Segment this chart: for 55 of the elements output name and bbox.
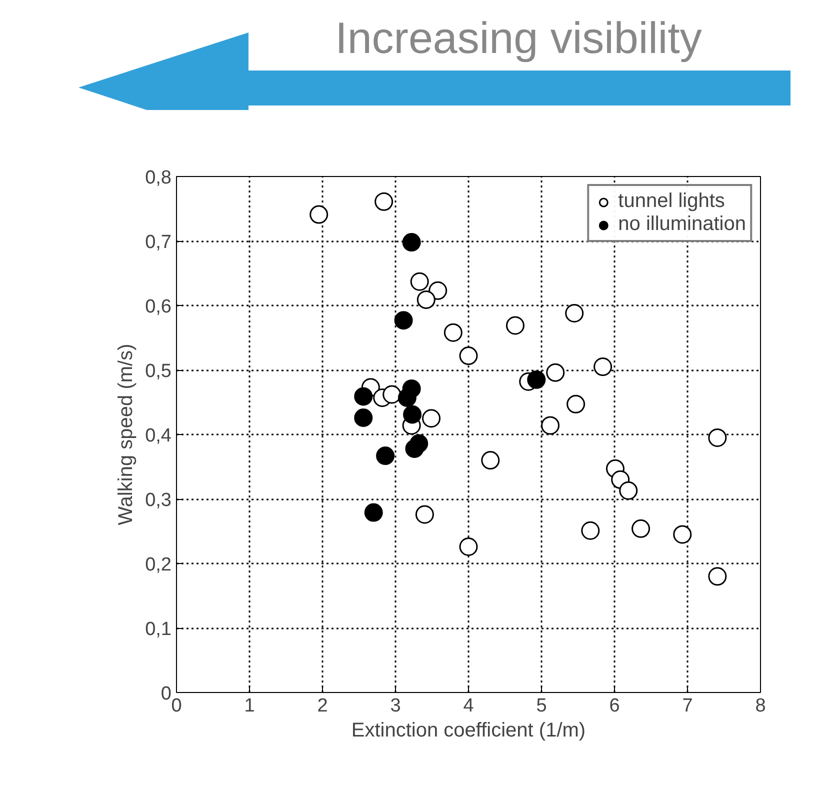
point [527, 370, 546, 389]
point [481, 451, 500, 470]
x-tick-label: 5 [536, 696, 547, 716]
y-tick-label: 0,2 [145, 554, 172, 576]
x-tick-label: 7 [682, 696, 693, 716]
point [565, 304, 584, 322]
point [354, 408, 373, 427]
point [566, 394, 586, 414]
point [444, 323, 462, 342]
point [354, 387, 373, 406]
point [376, 446, 395, 466]
y-tick-label: 0,5 [145, 361, 172, 382]
legend-label: no illumination [618, 213, 746, 236]
y-tick-label: 0,6 [145, 296, 172, 318]
point [402, 233, 421, 252]
point [428, 281, 448, 300]
x-tick-label: 2 [317, 696, 328, 716]
point [394, 311, 413, 330]
point [459, 346, 478, 366]
point [422, 409, 441, 428]
point [546, 363, 565, 382]
x-tick-label: 6 [609, 696, 620, 716]
x-tick-label: 8 [755, 696, 766, 716]
legend-label: tunnel lights [618, 190, 725, 213]
point [398, 388, 416, 407]
point [506, 316, 524, 335]
point [708, 428, 727, 447]
point [374, 192, 394, 211]
x-axis-title: Extinction coefficient (1/m) [351, 720, 586, 742]
point [594, 358, 612, 376]
point [405, 439, 424, 458]
x-tick-label: 1 [244, 696, 255, 716]
point [459, 537, 478, 556]
point [310, 205, 328, 224]
x-tick-label: 4 [463, 696, 474, 716]
point [403, 405, 422, 424]
point [708, 567, 727, 586]
point [416, 290, 436, 309]
y-tick-label: 0,3 [145, 490, 172, 511]
y-tick-label: 0,4 [145, 426, 172, 446]
point [415, 505, 434, 524]
point [364, 503, 383, 522]
point [410, 272, 429, 291]
y-tick-label: 0,1 [145, 619, 172, 640]
x-tick-label: 3 [390, 696, 401, 716]
y-tick-label: 0,7 [145, 232, 172, 253]
point [581, 521, 600, 540]
y-axis-title: Walking speed (m/s) [115, 344, 138, 526]
point [632, 519, 650, 538]
text: Increasing visibility [335, 14, 702, 63]
point [673, 525, 692, 544]
point [619, 481, 638, 500]
y-tick-label: 0,8 [145, 168, 172, 188]
point [382, 385, 402, 404]
point [541, 416, 560, 435]
